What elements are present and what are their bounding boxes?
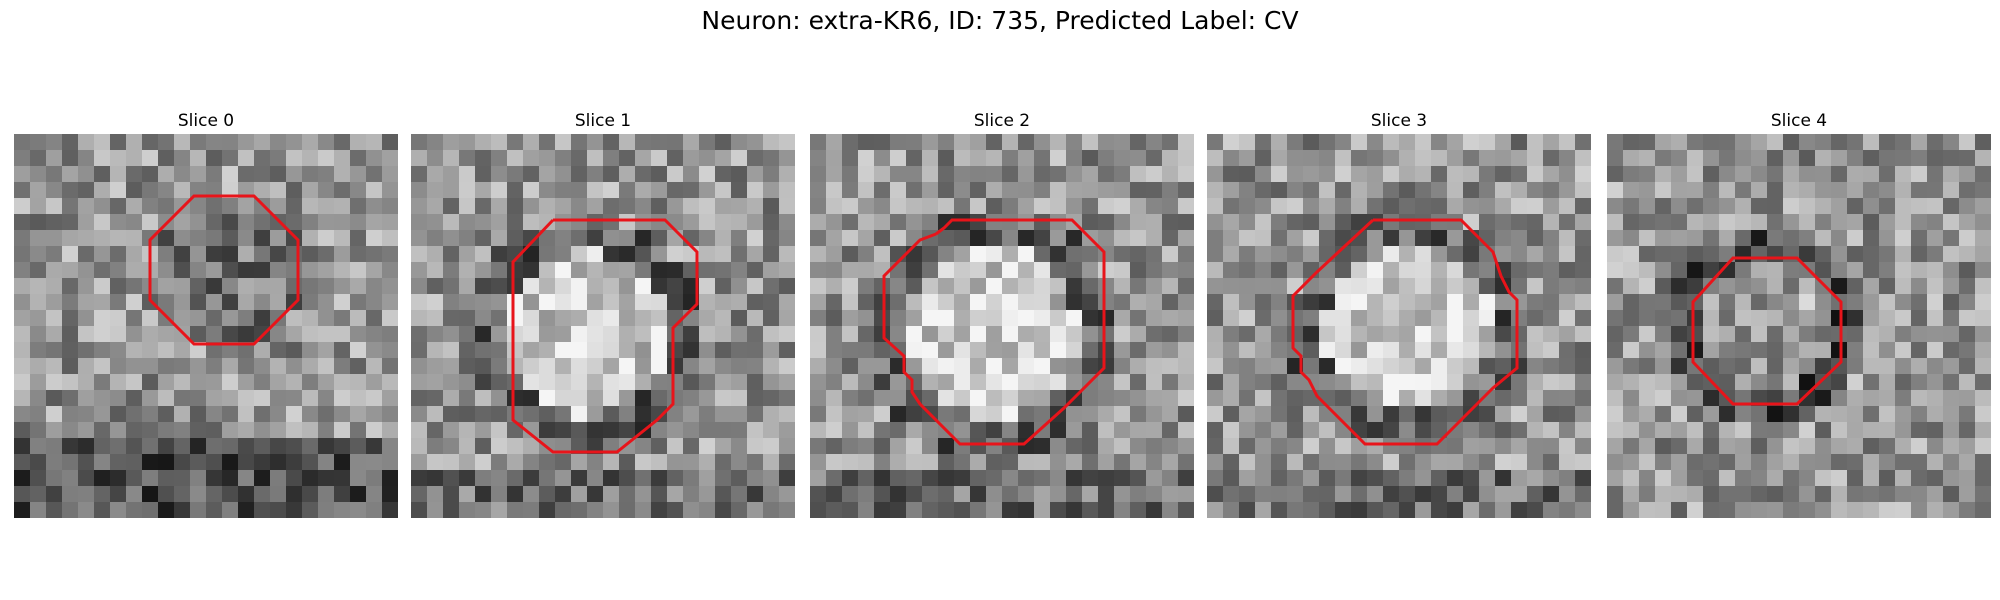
slice-title-1: Slice 1 [574, 111, 632, 131]
slice-pixels-4 [1607, 134, 1991, 518]
slice-title-2: Slice 2 [973, 111, 1031, 131]
segmentation-contour-3 [1291, 218, 1519, 446]
segmentation-contour-1 [511, 218, 699, 454]
slice-pixels-1 [411, 134, 795, 518]
slice-image-0 [14, 134, 398, 518]
slice-title-4: Slice 4 [1770, 111, 1828, 131]
slice-pixels-3 [1207, 134, 1591, 518]
slice-panel-1: Slice 1 [411, 108, 795, 518]
figure-title: Neuron: extra-KR6, ID: 735, Predicted La… [701, 6, 1299, 35]
slice-image-2 [810, 134, 1194, 518]
segmentation-contour-4 [1691, 256, 1843, 406]
slice-panel-2: Slice 2 [810, 108, 1194, 518]
slice-image-3 [1207, 134, 1591, 518]
segmentation-contour-2 [882, 218, 1106, 446]
slice-panel-0: Slice 0 [14, 108, 398, 518]
slice-pixels-0 [14, 134, 398, 518]
slice-title-3: Slice 3 [1370, 111, 1428, 131]
slice-image-1 [411, 134, 795, 518]
slice-pixels-2 [810, 134, 1194, 518]
slice-panel-3: Slice 3 [1207, 108, 1591, 518]
slice-image-4 [1607, 134, 1991, 518]
segmentation-contour-0 [148, 194, 300, 346]
slice-panel-4: Slice 4 [1607, 108, 1991, 518]
slice-title-0: Slice 0 [177, 111, 235, 131]
